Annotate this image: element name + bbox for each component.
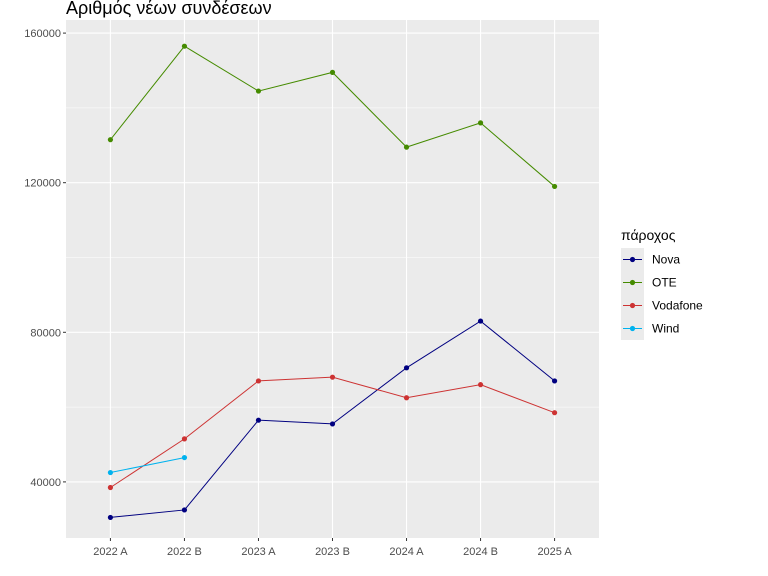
data-point-nova	[181, 507, 188, 513]
legend: πάροχος Nova OTE Vodafone Wind	[621, 227, 703, 340]
x-tick-label: 2024 A	[389, 546, 424, 558]
x-tick-label: 2024 B	[463, 546, 498, 558]
legend-label-nova: Nova	[652, 253, 680, 267]
data-point-ote	[551, 183, 558, 190]
legend-key-point-vodafone	[629, 302, 636, 309]
legend-key-point-wind	[629, 325, 636, 332]
data-point-nova	[329, 421, 336, 427]
y-tick-label: 40000	[30, 477, 61, 489]
data-point-nova	[551, 378, 558, 384]
legend-key-point-nova	[629, 256, 636, 263]
data-point-nova	[255, 417, 262, 423]
data-point-vodafone	[107, 484, 114, 491]
legend-label-ote: OTE	[652, 276, 677, 290]
grid-major	[66, 20, 599, 538]
data-point-wind	[107, 469, 114, 476]
data-point-ote	[477, 120, 484, 126]
data-point-ote	[255, 88, 262, 94]
x-axis: 2022 A 2022 B 2023 A 2023 B 2024 A 2024 B 2025…	[93, 538, 572, 558]
data-point-vodafone	[551, 410, 558, 416]
x-tick-label: 2022 A	[93, 546, 128, 558]
series-layer	[107, 43, 558, 521]
data-point-ote	[181, 43, 188, 49]
legend-title: πάροχος	[621, 227, 676, 243]
data-point-wind	[181, 454, 188, 461]
data-point-vodafone	[255, 378, 262, 384]
data-point-vodafone	[181, 436, 188, 442]
series-line-wind	[110, 457, 185, 474]
x-tick-label: 2025 A	[537, 546, 572, 558]
x-tick-label: 2022 B	[167, 546, 202, 558]
chart-title: Αριθμός νέων συνδέσεων	[66, 0, 272, 18]
data-point-ote	[329, 69, 336, 75]
legend-label-wind: Wind	[652, 322, 679, 336]
y-axis: 40000 80000 120000 160000	[24, 28, 66, 489]
data-point-nova	[107, 514, 114, 521]
data-point-nova	[403, 365, 410, 371]
x-tick-label: 2023 B	[315, 546, 350, 558]
data-point-ote	[107, 137, 114, 143]
y-tick-label: 80000	[30, 327, 61, 339]
y-tick-label: 120000	[24, 178, 61, 190]
data-point-vodafone	[403, 395, 410, 401]
data-point-nova	[477, 318, 484, 324]
x-tick-label: 2023 A	[241, 546, 276, 558]
data-point-ote	[403, 144, 410, 150]
y-tick-label: 160000	[24, 28, 61, 40]
legend-key-point-ote	[629, 279, 636, 286]
legend-label-vodafone: Vodafone	[652, 299, 703, 313]
data-point-vodafone	[329, 374, 336, 380]
data-point-vodafone	[477, 382, 484, 388]
